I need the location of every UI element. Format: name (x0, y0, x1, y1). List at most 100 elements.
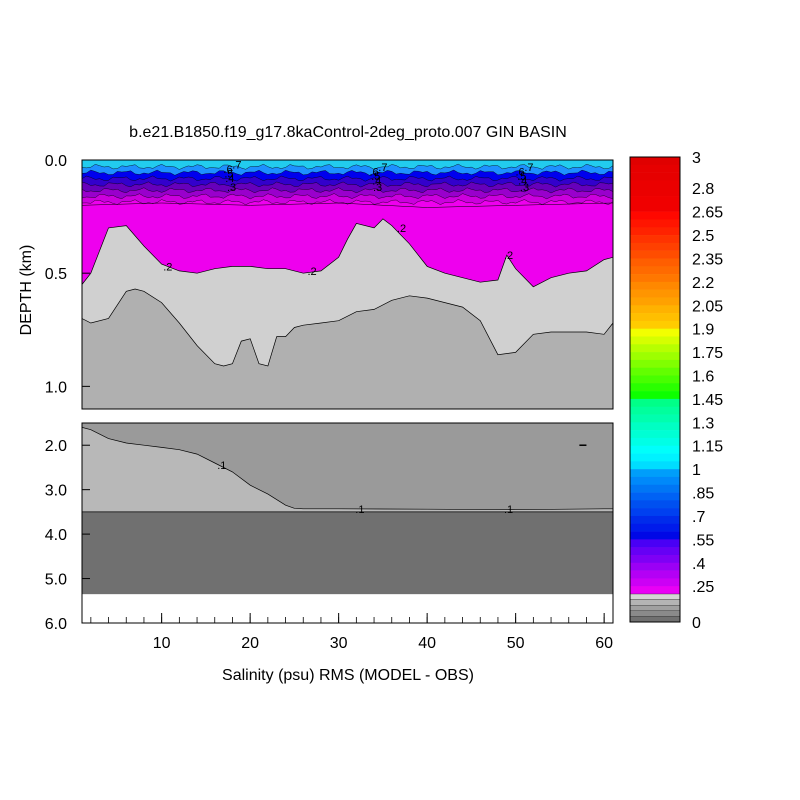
x-tick-label: 40 (418, 635, 436, 652)
colorbar-label: 1.9 (692, 322, 714, 339)
upper-panel (82, 160, 613, 409)
y-tick-label: 2.0 (45, 438, 67, 455)
colorbar-swatch (630, 164, 680, 173)
colorbar-label: 1.45 (692, 392, 723, 409)
colorbar-swatch (630, 531, 680, 540)
y-tick-label: 6.0 (45, 616, 67, 633)
contour-label: .7 (232, 160, 241, 172)
y-tick-label: 0.5 (45, 266, 67, 283)
colorbar-label: 3 (692, 150, 701, 167)
chart-title: b.e21.B1850.f19_g17.8kaControl-2deg_prot… (129, 124, 567, 141)
colorbar-swatch (630, 476, 680, 486)
colorbar-label: .85 (692, 486, 714, 503)
upper-frame (81, 159, 614, 410)
colorbar-swatch (630, 211, 680, 220)
contour-label: .6 (223, 164, 232, 176)
contour-label: .2 (397, 223, 406, 235)
colorbar-swatch (630, 266, 680, 275)
colorbar-label: 2.35 (692, 251, 723, 268)
colorbar-swatch (629, 593, 681, 600)
contour-label: .3 (520, 182, 529, 194)
plot-frames (81, 159, 614, 624)
contour-line (82, 427, 613, 511)
colorbar-swatch (630, 367, 680, 376)
colorbar-swatch (630, 281, 680, 290)
region-lower-high (82, 423, 613, 510)
colorbar-label: 1.75 (692, 345, 723, 362)
x-tick-label: 30 (330, 635, 348, 652)
colorbar-swatch (630, 515, 680, 525)
colorbar-swatch (630, 157, 680, 166)
contour-label: .3 (227, 182, 236, 194)
colorbar-swatch (630, 375, 680, 384)
colorbar-swatch (630, 227, 680, 236)
colorbar-swatch (630, 500, 680, 509)
colorbar-swatch (630, 391, 680, 400)
colorbar-swatch (630, 383, 680, 392)
colorbar-label: .7 (692, 509, 705, 526)
contour-label: .5 (371, 171, 380, 183)
colorbar-label: 0 (692, 615, 701, 632)
colorbar-label: 2.65 (692, 205, 723, 222)
x-tick-label: 60 (595, 635, 613, 652)
colorbar-swatch (630, 242, 680, 251)
contour-label: .4 (225, 173, 234, 185)
colorbar-label: 1 (692, 462, 701, 479)
colorbar-label: .55 (692, 532, 714, 549)
contour-label: .2 (308, 266, 317, 278)
colorbar-swatch (630, 172, 680, 181)
y-tick-label: 0.0 (45, 153, 67, 170)
colorbar-swatch (630, 554, 680, 564)
surface-band (82, 160, 613, 170)
colorbar-swatch (630, 344, 680, 353)
colorbar-swatch (630, 274, 680, 283)
x-tick-label: 20 (241, 635, 259, 652)
colorbar-swatch (630, 313, 680, 322)
y-tick-label: 5.0 (45, 572, 67, 589)
colorbar-swatch (629, 599, 681, 606)
colorbar-swatch (630, 352, 680, 361)
contour-label: .2 (163, 261, 172, 273)
colorbar-swatch (630, 484, 680, 493)
contour-label: .1 (217, 460, 226, 472)
contour-label: .3 (373, 182, 382, 194)
colorbar-swatch (630, 250, 680, 259)
colorbar-label: 2.2 (692, 275, 714, 292)
contour-label: .6 (515, 166, 524, 178)
contour-label: .7 (524, 162, 533, 174)
colorbar-swatch (630, 359, 680, 368)
colorbar-label: .25 (692, 579, 714, 596)
colorbar-swatch (630, 297, 680, 306)
colorbar-swatch (629, 616, 681, 623)
lower-panel (82, 423, 613, 623)
colorbar-label: 1.6 (692, 369, 714, 386)
contour-label: .5 (224, 169, 233, 181)
colorbar-swatch (630, 562, 680, 571)
colorbar-swatch (630, 508, 680, 517)
y-tick-label: 4.0 (45, 527, 67, 544)
colorbar-swatch (630, 539, 680, 548)
colorbar-swatch (630, 180, 680, 189)
colorbar-label: 2.5 (692, 228, 714, 245)
contour-label: .1 (355, 504, 364, 516)
contour-label: .7 (378, 162, 387, 174)
y-tick-label: 1.0 (45, 379, 67, 396)
colorbar-swatch (630, 289, 680, 298)
colorbar-swatch (630, 219, 680, 228)
colorbar-swatch (630, 305, 680, 314)
x-tick-label: 50 (507, 635, 525, 652)
colorbar: 3 2.8 2.65 2.5 2.35 2.2 2.05 1.9 1.75 1.6 1.45 1.3 1… (629, 150, 723, 632)
colorbar-swatch (630, 188, 680, 197)
colorbar-swatch (630, 414, 680, 423)
x-axis-label: Salinity (psu) RMS (MODEL - OBS) (222, 667, 474, 684)
contour-label: .2 (504, 250, 513, 262)
contour-line (82, 202, 613, 208)
colorbar-swatch (630, 570, 680, 579)
colorbar-swatch (630, 398, 680, 408)
contour-label: .1 (504, 504, 513, 516)
colorbar-label: .4 (692, 556, 705, 573)
colorbar-label: 2.8 (692, 181, 714, 198)
colorbar-swatch (629, 610, 681, 617)
colorbar-label: 1.3 (692, 415, 714, 432)
